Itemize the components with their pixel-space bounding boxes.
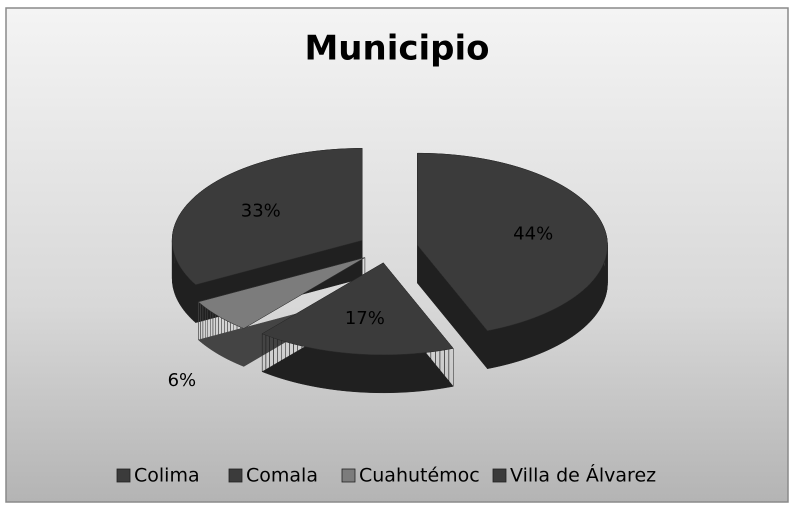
pie-slice <box>197 257 366 329</box>
legend-swatch <box>228 468 243 483</box>
data-label: 6% <box>168 370 197 391</box>
legend-swatch <box>492 468 507 483</box>
chart-background <box>5 7 789 503</box>
legend-label: Comala <box>246 465 318 487</box>
legend-swatch <box>341 468 356 483</box>
data-label: 17% <box>345 308 385 329</box>
legend-swatch <box>116 468 131 483</box>
data-label: 33% <box>241 200 281 221</box>
pie-slice <box>417 152 608 332</box>
pie-slice <box>171 148 363 285</box>
pie-slice <box>261 262 454 356</box>
legend-label: Colima <box>134 465 200 487</box>
chart-title: Municipio <box>304 29 489 69</box>
legend-label: Cuahutémoc <box>359 465 480 487</box>
data-label: 44% <box>513 224 553 245</box>
legend-label: Villa de Álvarez <box>510 464 656 487</box>
slice-side <box>198 257 366 367</box>
